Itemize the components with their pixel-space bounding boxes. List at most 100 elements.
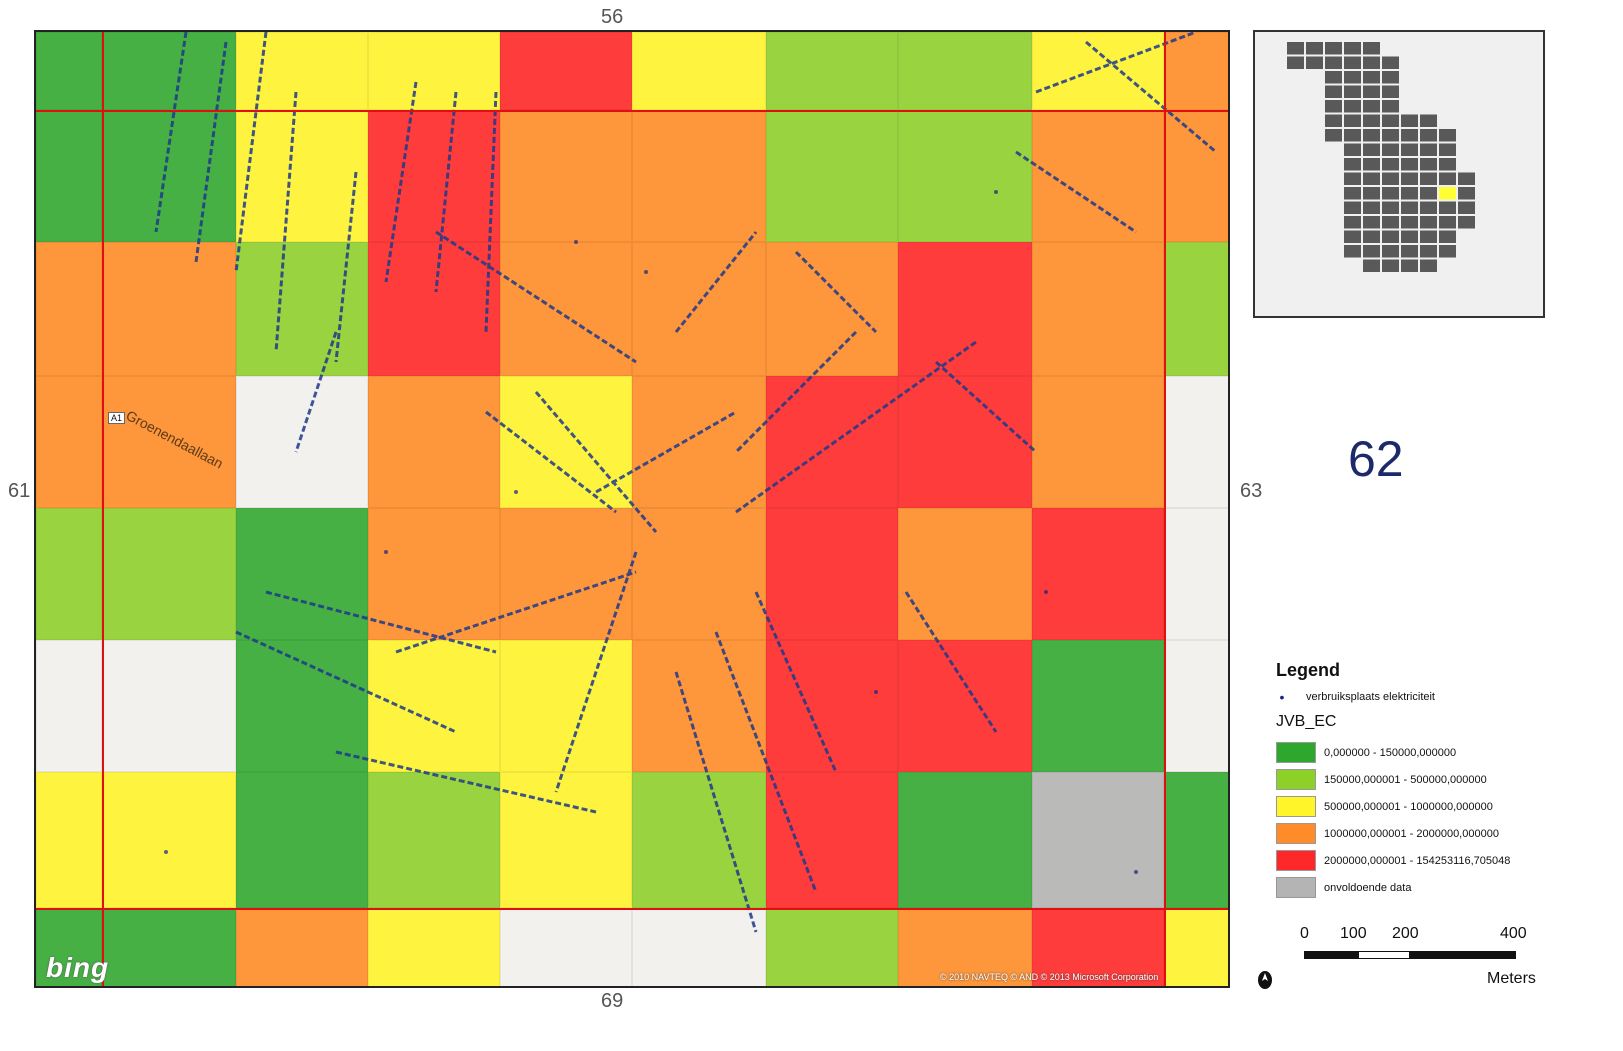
locator-cell bbox=[1439, 129, 1456, 142]
grid-cell bbox=[36, 908, 102, 986]
locator-cell bbox=[1325, 129, 1342, 142]
map-panel[interactable]: Groenendaallaan A1 bbox=[34, 30, 1230, 988]
legend-class-row: 1000000,000001 - 2000000,000000 bbox=[1270, 820, 1570, 847]
locator-cell bbox=[1344, 201, 1361, 214]
grid-cell bbox=[1164, 640, 1228, 772]
legend-field-name: JVB_EC bbox=[1276, 713, 1337, 730]
legend-swatch bbox=[1276, 742, 1316, 763]
grid-cell bbox=[1164, 908, 1228, 986]
locator-cell bbox=[1325, 100, 1342, 113]
scale-bar: 0 100 200 400 bbox=[1300, 925, 1545, 975]
locator-cell bbox=[1439, 230, 1456, 243]
locator-cell bbox=[1363, 100, 1380, 113]
legend-swatch bbox=[1276, 877, 1316, 898]
legend-swatch bbox=[1276, 769, 1316, 790]
sheet-number: 62 bbox=[1348, 431, 1404, 487]
grid-cell bbox=[898, 242, 1032, 376]
locator-cell bbox=[1344, 85, 1361, 98]
grid-cell bbox=[236, 508, 368, 640]
road-shield-a1: A1 bbox=[108, 412, 126, 424]
grid-cell bbox=[1032, 908, 1164, 986]
grid-cell bbox=[500, 908, 632, 986]
locator-cell bbox=[1439, 143, 1456, 156]
grid-cell bbox=[500, 32, 632, 110]
grid-cell bbox=[766, 110, 898, 242]
grid-cell bbox=[766, 908, 898, 986]
scale-segment-1 bbox=[1304, 951, 1358, 959]
locator-cell bbox=[1382, 187, 1399, 200]
locator-cell bbox=[1382, 216, 1399, 229]
grid-cell bbox=[500, 110, 632, 242]
legend-swatch bbox=[1276, 850, 1316, 871]
locator-cell bbox=[1458, 172, 1475, 185]
street-network bbox=[154, 32, 1217, 933]
legend-class-row: 2000000,000001 - 154253116,705048 bbox=[1270, 847, 1570, 874]
scale-label-0: 0 bbox=[1300, 925, 1309, 942]
locator-cell bbox=[1401, 129, 1418, 142]
scale-label-200: 200 bbox=[1392, 925, 1419, 942]
grid-cell bbox=[102, 772, 236, 908]
locator-cell bbox=[1344, 114, 1361, 127]
grid-cell bbox=[1164, 772, 1228, 908]
grid-cell bbox=[632, 772, 766, 908]
locator-cell bbox=[1363, 201, 1380, 214]
grid-cell bbox=[1032, 110, 1164, 242]
grid-cell bbox=[36, 772, 102, 908]
grid-cell bbox=[368, 772, 500, 908]
grid-cell bbox=[102, 376, 236, 508]
locator-cell bbox=[1420, 230, 1437, 243]
locator-cell bbox=[1420, 158, 1437, 171]
locator-cell bbox=[1382, 172, 1399, 185]
tile-boundary-top bbox=[36, 110, 1228, 112]
legend: Legend • verbruiksplaats elektriciteit J… bbox=[1270, 660, 1570, 901]
locator-cell bbox=[1401, 201, 1418, 214]
grid-cell bbox=[1032, 508, 1164, 640]
grid-cell bbox=[500, 376, 632, 508]
locator-cell bbox=[1363, 56, 1380, 69]
grid-cell bbox=[1032, 772, 1164, 908]
legend-class-label: 150000,000001 - 500000,000000 bbox=[1324, 773, 1487, 786]
grid-cell bbox=[102, 32, 236, 110]
locator-cell bbox=[1363, 172, 1380, 185]
tile-boundary-left bbox=[102, 32, 104, 986]
locator-cell bbox=[1420, 172, 1437, 185]
locator-cell bbox=[1401, 245, 1418, 258]
locator-cell bbox=[1344, 245, 1361, 258]
locator-cell bbox=[1401, 143, 1418, 156]
legend-point-label: verbruiksplaats elektriciteit bbox=[1306, 691, 1435, 703]
grid-cell bbox=[1164, 376, 1228, 508]
locator-cell bbox=[1344, 129, 1361, 142]
locator-cell bbox=[1344, 56, 1361, 69]
locator-cell bbox=[1458, 216, 1475, 229]
legend-swatch bbox=[1276, 823, 1316, 844]
scale-segment-3 bbox=[1410, 951, 1516, 959]
tile-boundary-right bbox=[1164, 32, 1166, 986]
grid-cell bbox=[36, 242, 102, 376]
grid-cell bbox=[36, 508, 102, 640]
locator-cell bbox=[1363, 245, 1380, 258]
scale-segment-2 bbox=[1358, 951, 1410, 959]
locator-cell bbox=[1401, 216, 1418, 229]
locator-cell bbox=[1325, 71, 1342, 84]
locator-cell bbox=[1382, 56, 1399, 69]
energy-grid bbox=[36, 32, 1228, 986]
tile-boundary-bottom bbox=[36, 908, 1228, 910]
locator-cell bbox=[1420, 245, 1437, 258]
locator-cell bbox=[1382, 201, 1399, 214]
locator-cell bbox=[1382, 129, 1399, 142]
locator-cell bbox=[1325, 85, 1342, 98]
point-symbol-icon: • bbox=[1279, 689, 1285, 705]
locator-cell bbox=[1325, 56, 1342, 69]
locator-highlight-cell bbox=[1439, 187, 1456, 200]
grid-cell bbox=[236, 376, 368, 508]
grid-cell bbox=[236, 110, 368, 242]
locator-cell bbox=[1382, 114, 1399, 127]
locator-cell bbox=[1344, 158, 1361, 171]
locator-cell bbox=[1363, 42, 1380, 55]
legend-class-label: 0,000000 - 150000,000000 bbox=[1324, 746, 1457, 759]
locator-cell bbox=[1344, 100, 1361, 113]
legend-class-label: 2000000,000001 - 154253116,705048 bbox=[1324, 854, 1511, 867]
scale-label-100: 100 bbox=[1340, 925, 1367, 942]
grid-cell bbox=[102, 508, 236, 640]
locator-cell bbox=[1344, 71, 1361, 84]
